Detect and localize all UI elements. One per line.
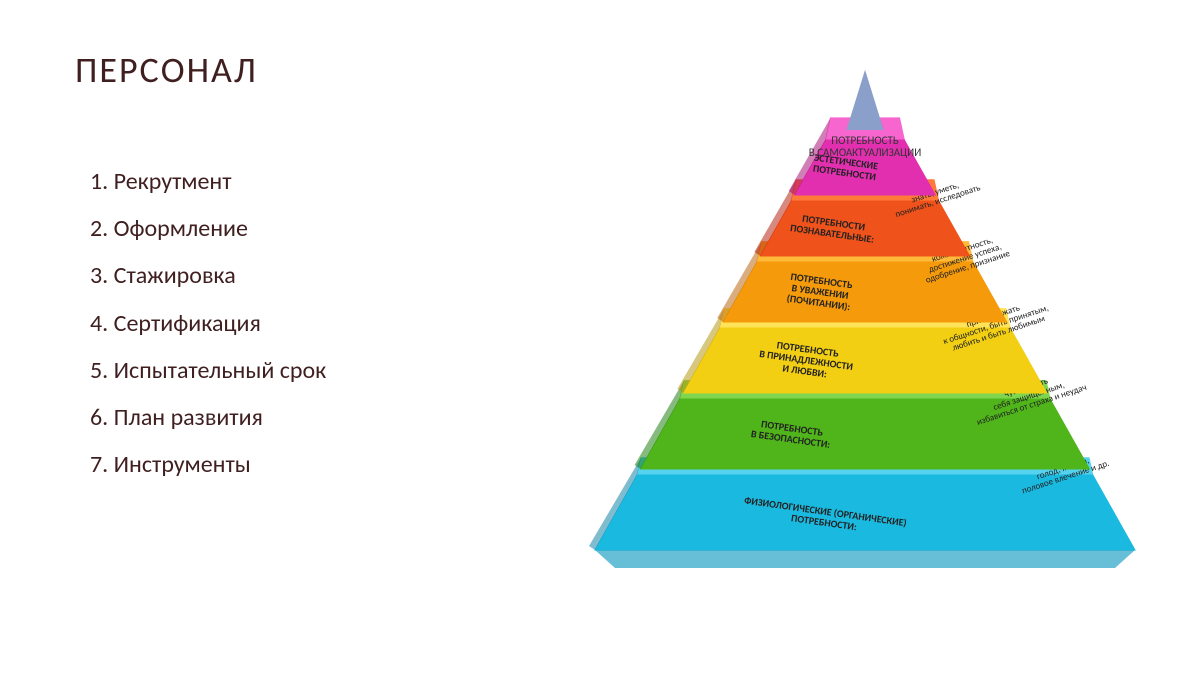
list-item: 2. Оформление bbox=[90, 207, 326, 250]
list-item: 1. Рекрутмент bbox=[90, 160, 326, 203]
svg-text:В САМОАКТУАЛИЗАЦИИ: В САМОАКТУАЛИЗАЦИИ bbox=[809, 146, 922, 159]
slide: ПЕРСОНАЛ 1. Рекрутмент2. Оформление3. Ст… bbox=[0, 0, 1200, 675]
list-item: 3. Стажировка bbox=[90, 254, 326, 297]
list-item: 4. Сертификация bbox=[90, 302, 326, 345]
list-item: 7. Инструменты bbox=[90, 443, 326, 486]
maslow-pyramid: ФИЗИОЛОГИЧЕСКИЕ (ОРГАНИЧЕСКИЕ)ПОТРЕБНОСТ… bbox=[565, 40, 1165, 640]
list-item: 6. План развития bbox=[90, 396, 326, 439]
list-item: 5. Испытательный срок bbox=[90, 349, 326, 392]
page-title: ПЕРСОНАЛ bbox=[75, 48, 258, 92]
text-list: 1. Рекрутмент2. Оформление3. Стажировка 4… bbox=[90, 160, 326, 490]
